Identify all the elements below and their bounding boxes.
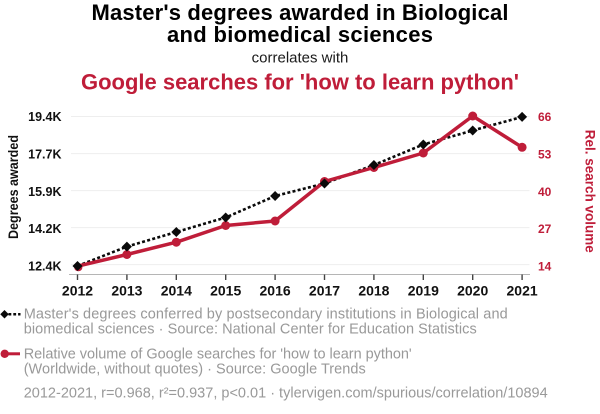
svg-text:19.4K: 19.4K	[28, 110, 61, 124]
svg-text:Degrees awarded: Degrees awarded	[5, 135, 21, 239]
svg-text:Relative volume of Google sear: Relative volume of Google searches for '…	[24, 347, 412, 363]
svg-text:Master's degrees conferred by: Master's degrees conferred by postsecond…	[24, 306, 508, 322]
svg-text:(Worldwide, without quotes) ·: (Worldwide, without quotes) · Source: Go…	[24, 362, 366, 378]
svg-text:40: 40	[538, 185, 552, 199]
svg-text:2020: 2020	[457, 282, 488, 298]
svg-text:2017: 2017	[309, 282, 340, 298]
svg-text:2021: 2021	[507, 282, 538, 298]
svg-text:2012-2021, r=0.968, r²=0.937,: 2012-2021, r=0.968, r²=0.937, p<0.01 · t…	[24, 385, 548, 401]
svg-text:66: 66	[538, 110, 552, 124]
svg-text:15.9K: 15.9K	[28, 185, 61, 199]
svg-text:27: 27	[538, 222, 552, 236]
svg-text:2012: 2012	[62, 282, 93, 298]
svg-text:14.2K: 14.2K	[28, 222, 61, 236]
svg-text:and biomedical sciences: and biomedical sciences	[167, 22, 433, 47]
svg-text:17.7K: 17.7K	[28, 148, 61, 162]
svg-text:Google searches for 'how to le: Google searches for 'how to learn python…	[81, 70, 519, 95]
svg-text:2013: 2013	[111, 282, 142, 298]
svg-text:12.4K: 12.4K	[28, 259, 61, 273]
svg-text:2014: 2014	[161, 282, 192, 298]
svg-text:2019: 2019	[408, 282, 439, 298]
svg-text:2018: 2018	[358, 282, 389, 298]
svg-text:Master's degrees awarded in Bi: Master's degrees awarded in Biological	[92, 0, 509, 25]
svg-text:Rel. search volume: Rel. search volume	[583, 130, 598, 253]
svg-text:biomedical sciences · Source:: biomedical sciences · Source: National C…	[24, 321, 477, 337]
svg-text:53: 53	[538, 148, 552, 162]
svg-text:14: 14	[538, 259, 552, 273]
svg-text:2015: 2015	[210, 282, 241, 298]
svg-text:2016: 2016	[260, 282, 291, 298]
svg-text:correlates with: correlates with	[252, 50, 349, 67]
